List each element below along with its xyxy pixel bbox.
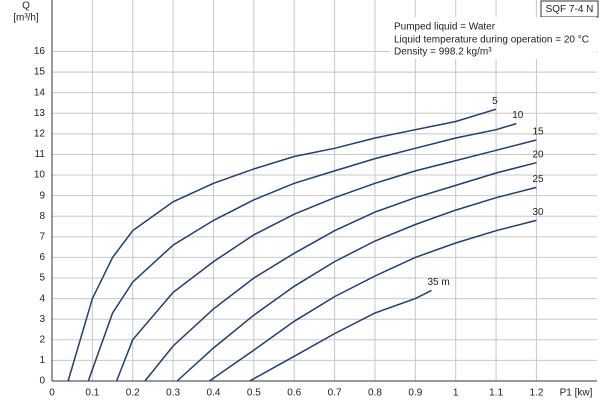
x-tick-label: 0.1 xyxy=(85,388,99,399)
x-tick-label: 0.7 xyxy=(328,388,342,399)
curve-label: 10 xyxy=(512,110,524,121)
y-tick-label: 12 xyxy=(34,129,46,140)
y-axis-label: Q xyxy=(22,1,30,12)
curve-label: 35 m xyxy=(427,277,449,288)
curve xyxy=(176,186,537,382)
note: Pumped liquid = Water xyxy=(394,22,496,33)
curve xyxy=(115,139,537,382)
y-tick-label: 15 xyxy=(34,67,46,78)
x-tick-label: 0.3 xyxy=(166,388,180,399)
note: Liquid temperature during operation = 20… xyxy=(394,35,589,46)
curve-label: 15 xyxy=(532,127,544,138)
x-axis-label: P1 [kw] xyxy=(560,388,593,399)
y-tick-label: 13 xyxy=(34,108,46,119)
y-tick-label: 2 xyxy=(39,334,45,345)
note: Density = 998.2 kg/m³ xyxy=(394,47,492,58)
y-tick-label: 6 xyxy=(39,252,45,263)
curve xyxy=(208,219,537,382)
x-tick-label: 1.1 xyxy=(489,388,503,399)
x-tick-label: 0.8 xyxy=(368,388,382,399)
y-tick-label: 9 xyxy=(39,190,45,201)
y-tick-label: 5 xyxy=(39,273,45,284)
y-tick-label: 7 xyxy=(39,231,45,242)
curve xyxy=(67,108,497,382)
y-tick-label: 10 xyxy=(34,170,46,181)
x-tick-label: 0.4 xyxy=(207,388,221,399)
y-tick-label: 0 xyxy=(39,376,45,387)
x-tick-label: 1.2 xyxy=(529,388,543,399)
x-tick-label: 1 xyxy=(453,388,459,399)
x-tick-label: 0 xyxy=(49,388,55,399)
y-tick-label: 8 xyxy=(39,211,45,222)
y-axis-unit: [m³/h] xyxy=(13,13,39,24)
y-tick-label: 3 xyxy=(39,314,45,325)
y-tick-label: 4 xyxy=(39,293,45,304)
curve xyxy=(144,161,537,382)
y-tick-label: 16 xyxy=(34,46,46,57)
x-tick-label: 0.9 xyxy=(408,388,422,399)
x-tick-label: 0.2 xyxy=(126,388,140,399)
grid xyxy=(51,0,597,382)
notes-box xyxy=(390,17,596,59)
x-tick-label: 0.6 xyxy=(287,388,301,399)
model-label: SQF 7-4 N xyxy=(546,4,594,15)
curve xyxy=(249,289,432,382)
y-tick-label: 14 xyxy=(34,87,46,98)
y-tick-label: 11 xyxy=(35,149,46,160)
curve-label: 30 xyxy=(532,207,544,218)
curve-label: 20 xyxy=(532,149,544,160)
curve xyxy=(87,122,517,382)
y-tick-label: 1 xyxy=(39,355,45,366)
curve-label: 25 xyxy=(532,174,544,185)
curve-label: 5 xyxy=(492,96,498,107)
x-tick-label: 0.5 xyxy=(247,388,261,399)
